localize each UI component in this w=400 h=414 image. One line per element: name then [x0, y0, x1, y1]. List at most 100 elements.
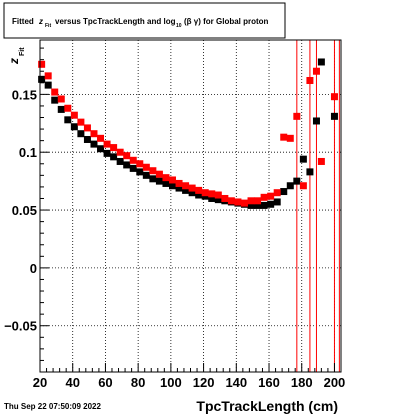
- tick-labels: 20 40 60 80 100 120 140 160 180 200 −0.05 0 0.05 0.1 0…: [4, 87, 345, 390]
- x-tick-label: 40: [65, 375, 79, 390]
- data-point: [273, 189, 281, 197]
- data-point: [97, 134, 105, 142]
- data-point: [299, 182, 307, 190]
- data-point: [70, 123, 78, 131]
- data-point: [306, 76, 314, 84]
- data-point: [90, 130, 98, 138]
- x-tick-label: 200: [324, 375, 346, 390]
- data-point: [162, 174, 170, 182]
- data-point: [142, 163, 150, 171]
- data-point: [299, 155, 307, 163]
- data-point: [234, 198, 242, 206]
- data-point: [214, 191, 222, 199]
- data-point: [149, 167, 157, 175]
- data-point: [214, 196, 222, 204]
- data-point: [169, 182, 177, 190]
- data-point: [286, 182, 294, 190]
- data-point: [57, 105, 65, 113]
- x-tick-label: 60: [98, 375, 112, 390]
- data-point: [208, 190, 216, 198]
- x-tick-label: 180: [291, 375, 313, 390]
- x-tick-label: 140: [225, 375, 247, 390]
- data-point: [182, 182, 190, 190]
- data-point: [280, 188, 288, 196]
- data-point: [293, 177, 301, 185]
- y-axis-title-main: z: [7, 58, 21, 65]
- y-tick-label: −0.05: [4, 319, 37, 334]
- title-paren: (β γ) for Global proton: [184, 17, 269, 26]
- data-point: [175, 184, 183, 192]
- data-point: [254, 197, 262, 205]
- data-point: [175, 179, 183, 187]
- data-point: [201, 189, 209, 197]
- data-point: [330, 93, 338, 101]
- data-point: [286, 134, 294, 142]
- data-point: [110, 144, 118, 152]
- data-point: [116, 157, 124, 165]
- title-z-sub: Fit: [45, 23, 51, 29]
- footer-timestamp: Thu Sep 22 07:50:09 2022: [4, 402, 101, 411]
- title-z: z: [38, 17, 43, 26]
- axis-ticks: [39, 47, 342, 373]
- data-point: [70, 111, 78, 119]
- data-point: [103, 149, 111, 157]
- data-point: [162, 179, 170, 187]
- y-tick-label: 0.1: [19, 145, 37, 160]
- data-point: [103, 140, 111, 148]
- data-point: [83, 124, 91, 132]
- data-point: [260, 193, 268, 201]
- data-point: [110, 153, 118, 161]
- data-point: [83, 135, 91, 143]
- x-tick-label: 80: [131, 375, 145, 390]
- data-point: [317, 157, 325, 165]
- data-point: [188, 189, 196, 197]
- data-point: [77, 118, 85, 126]
- data-point: [90, 140, 98, 148]
- data-point: [188, 184, 196, 192]
- data-point: [312, 67, 320, 75]
- data-point: [195, 186, 203, 194]
- data-points: [38, 58, 338, 209]
- data-point: [38, 75, 46, 83]
- data-point: [129, 164, 137, 172]
- data-point: [247, 201, 255, 209]
- x-tick-label: 120: [193, 375, 215, 390]
- data-point: [51, 88, 59, 96]
- x-axis-title: TpcTrackLength (cm): [196, 398, 338, 414]
- data-point: [280, 133, 288, 141]
- data-point: [273, 198, 281, 206]
- data-point: [57, 95, 65, 103]
- data-point: [267, 192, 275, 200]
- data-point: [169, 176, 177, 184]
- y-axis-title: z Fit: [7, 47, 26, 65]
- data-point: [123, 152, 131, 160]
- data-point: [136, 168, 144, 176]
- data-point: [317, 58, 325, 66]
- plot-frame: [39, 39, 342, 373]
- data-point: [149, 175, 157, 183]
- data-point: [129, 156, 137, 164]
- data-point: [44, 72, 52, 80]
- error-bars: [296, 40, 340, 372]
- y-tick-label: 0.15: [12, 87, 37, 102]
- title-log-sub: 10: [176, 23, 182, 29]
- x-tick-label: 20: [33, 375, 47, 390]
- x-tick-label: 100: [160, 375, 182, 390]
- data-point: [182, 186, 190, 194]
- data-point: [208, 194, 216, 202]
- data-point: [155, 177, 163, 185]
- title-mid: versus TpcTrackLength and log: [55, 17, 176, 26]
- data-point: [155, 170, 163, 178]
- data-point: [293, 112, 301, 120]
- data-point: [77, 130, 85, 138]
- data-point: [64, 104, 72, 112]
- data-point: [254, 201, 262, 209]
- data-point: [267, 200, 275, 208]
- data-point: [306, 168, 314, 176]
- data-point: [195, 191, 203, 199]
- data-point: [97, 145, 105, 153]
- y-tick-label: 0: [30, 261, 37, 276]
- data-point: [136, 160, 144, 168]
- title-box-frame: [3, 2, 286, 39]
- data-point: [142, 171, 150, 179]
